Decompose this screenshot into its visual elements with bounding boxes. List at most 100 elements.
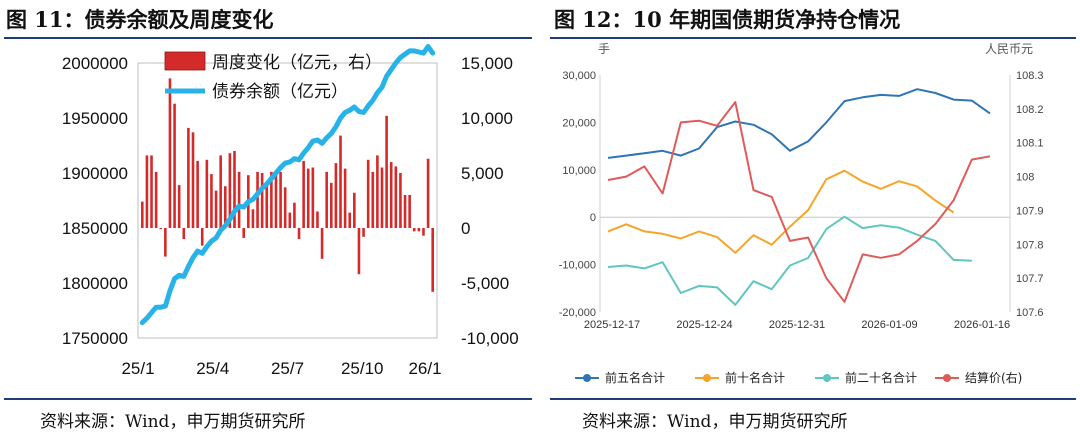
left-axis-tick-label: 0 bbox=[590, 212, 596, 224]
weekly-change-bar bbox=[233, 151, 236, 228]
weekly-change-bar bbox=[274, 175, 278, 228]
figure-11-panel: 图 11：债券余额及周度变化 2000000 1950000 1900000 1850… bbox=[4, 7, 532, 432]
weekly-change-bar bbox=[237, 171, 241, 228]
weekly-change-bar bbox=[297, 228, 301, 239]
weekly-change-bar bbox=[196, 160, 199, 228]
weekly-change-bar bbox=[412, 228, 416, 232]
weekly-change-bar bbox=[214, 190, 218, 228]
weekly-change-bar bbox=[293, 202, 296, 228]
weekly-change-bar bbox=[389, 162, 393, 228]
right-axis-tick-label: 10,000 bbox=[461, 109, 513, 128]
title-divider bbox=[550, 37, 1076, 39]
left-axis-tick-label: 1950000 bbox=[62, 109, 128, 128]
legend-marker-top10-total bbox=[703, 374, 711, 382]
weekly-change-bar bbox=[399, 173, 402, 228]
weekly-change-bar bbox=[242, 228, 246, 238]
weekly-change-bar bbox=[145, 155, 149, 228]
weekly-change-bar bbox=[210, 174, 213, 228]
right-axis-tick-label: 107.9 bbox=[1016, 205, 1044, 217]
left-axis-unit-label: 手 bbox=[598, 42, 610, 56]
left-axis-tick-label: 1900000 bbox=[62, 164, 128, 183]
left-axis-tick-label: -10,000 bbox=[559, 260, 596, 272]
weekly-change-bar bbox=[256, 171, 259, 228]
weekly-change-bar bbox=[426, 158, 430, 228]
weekly-change-bar bbox=[191, 132, 195, 228]
weekly-change-bar bbox=[357, 228, 361, 275]
weekly-change-bar bbox=[219, 155, 222, 228]
left-axis-tick-label: 1750000 bbox=[62, 329, 128, 348]
right-axis-tick-label: -10,000 bbox=[461, 329, 519, 348]
weekly-change-bar bbox=[270, 171, 273, 228]
weekly-change-bar bbox=[417, 228, 421, 232]
right-axis-tick-label: 107.7 bbox=[1016, 273, 1044, 285]
legend-label-weekly-change: 周度变化（亿元，右） bbox=[212, 53, 382, 73]
settlement-price-line bbox=[607, 101, 991, 303]
weekly-change-bar bbox=[403, 195, 407, 228]
x-axis-tick-label: 25/7 bbox=[271, 359, 304, 378]
weekly-change-bar bbox=[182, 228, 186, 239]
weekly-change-bar bbox=[362, 228, 365, 237]
figure-12-panel: 图 12：10 年期国债期货净持仓情况 手 人民币元 30,000 20,000 10,… bbox=[540, 0, 1080, 435]
left-axis-tick-label: 20,000 bbox=[562, 117, 596, 129]
weekly-change-bar bbox=[376, 155, 379, 228]
legend-swatch-bar bbox=[164, 51, 206, 71]
x-axis-tick-label: 2025-12-17 bbox=[584, 319, 640, 331]
right-axis-tick-label: 108.2 bbox=[1016, 104, 1044, 116]
x-axis-tick-label: 2025-12-24 bbox=[676, 319, 732, 331]
weekly-change-bar bbox=[320, 228, 324, 259]
plot-frame bbox=[137, 62, 438, 339]
x-axis-tick-label: 25/10 bbox=[341, 359, 384, 378]
weekly-change-bar bbox=[343, 168, 347, 228]
weekly-change-bar bbox=[311, 167, 315, 228]
weekly-change-bar bbox=[385, 115, 388, 228]
source-divider bbox=[4, 398, 532, 400]
weekly-change-bar bbox=[200, 228, 204, 246]
weekly-change-bar bbox=[408, 195, 411, 228]
weekly-change-bar bbox=[187, 127, 190, 228]
weekly-change-bar bbox=[366, 159, 370, 228]
weekly-change-bar bbox=[168, 78, 172, 229]
weekly-change-bar bbox=[265, 185, 269, 228]
legend-marker-settlement-price bbox=[943, 374, 951, 382]
legend-label-settlement-price: 结算价(右) bbox=[965, 370, 1022, 385]
right-axis-tick-label: 5,000 bbox=[461, 164, 504, 183]
weekly-change-bar bbox=[283, 187, 287, 228]
title-divider bbox=[4, 37, 532, 39]
weekly-change-bar bbox=[173, 103, 176, 228]
left-axis-tick-label: 1800000 bbox=[62, 274, 128, 293]
figure-11-title: 图 11：债券余额及周度变化 bbox=[6, 7, 274, 32]
bond-balance-line bbox=[139, 44, 436, 326]
weekly-change-bar bbox=[164, 228, 167, 257]
weekly-change-bar bbox=[228, 153, 232, 228]
left-axis-tick-label: 2000000 bbox=[62, 54, 128, 73]
weekly-change-bar bbox=[177, 185, 181, 228]
weekly-change-bar bbox=[329, 182, 333, 228]
legend-marker-top5-total bbox=[583, 374, 591, 382]
legend-marker-top20-total bbox=[823, 374, 831, 382]
top5-total-line bbox=[607, 88, 991, 159]
weekly-change-bar bbox=[223, 186, 227, 228]
x-axis-tick-label: 25/1 bbox=[121, 359, 154, 378]
weekly-change-bar bbox=[353, 192, 356, 228]
weekly-change-bar bbox=[371, 171, 375, 228]
weekly-change-bar bbox=[306, 168, 310, 228]
weekly-change-bar bbox=[316, 211, 319, 228]
figure-12-title: 图 12：10 年期国债期货净持仓情况 bbox=[554, 7, 901, 32]
legend-label-top20-total: 前二十名合计 bbox=[845, 370, 917, 385]
x-axis-tick-label: 2026-01-09 bbox=[861, 319, 917, 331]
weekly-change-bar bbox=[154, 171, 158, 228]
weekly-change-bar bbox=[394, 166, 398, 228]
right-axis-tick-label: 108.1 bbox=[1016, 138, 1044, 150]
right-axis-tick-label: 0 bbox=[461, 219, 470, 238]
weekly-change-bar bbox=[302, 160, 305, 228]
weekly-change-bar bbox=[380, 167, 384, 228]
right-axis-tick-label: 108 bbox=[1016, 172, 1034, 184]
weekly-change-bar bbox=[260, 173, 264, 228]
right-axis-tick-label: -5,000 bbox=[461, 274, 509, 293]
top20-total-line bbox=[607, 215, 972, 306]
weekly-change-bar bbox=[279, 171, 282, 228]
weekly-change-bar bbox=[141, 201, 144, 228]
bond-balance-chart: 2000000 1950000 1900000 1850000 1800000 17500… bbox=[62, 44, 519, 378]
x-axis-tick-label: 25/4 bbox=[196, 359, 229, 378]
weekly-change-bar bbox=[422, 228, 425, 236]
